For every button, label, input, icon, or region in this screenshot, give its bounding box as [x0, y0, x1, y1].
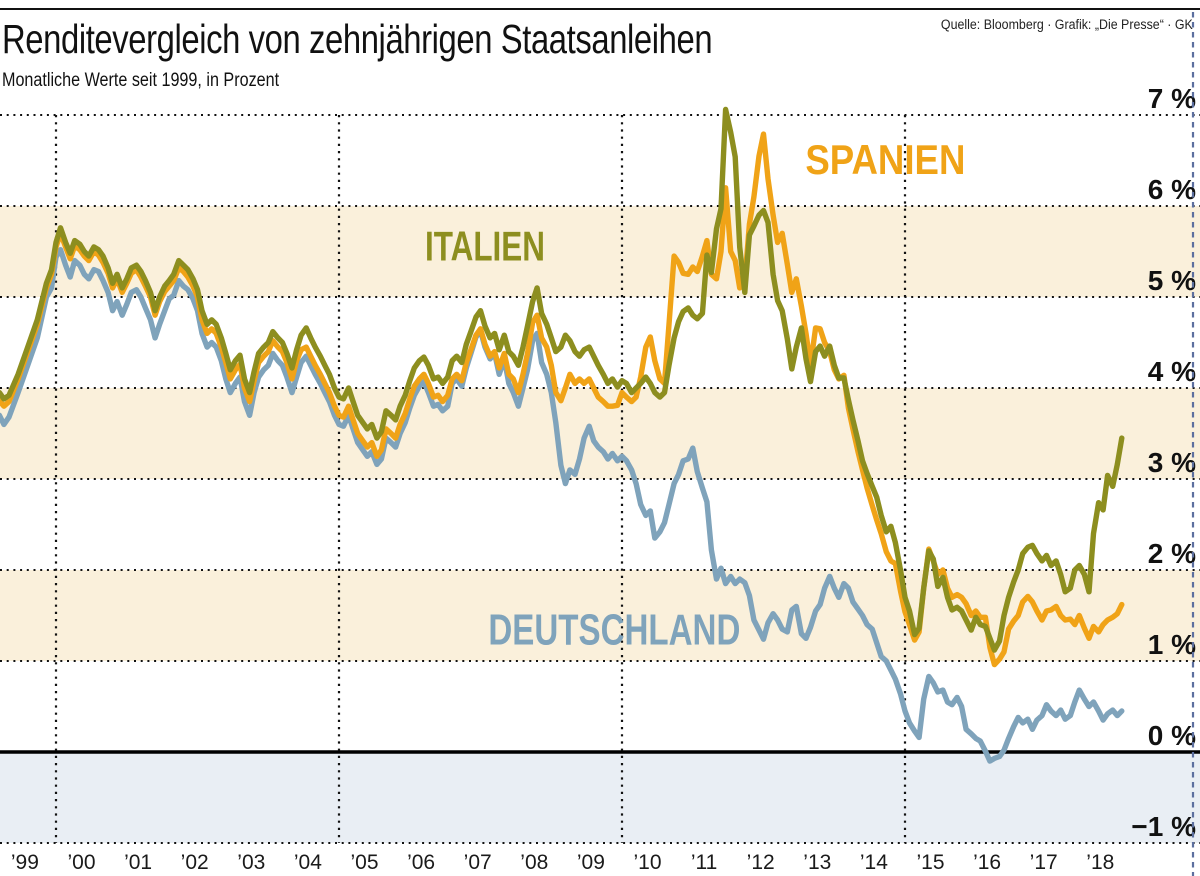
x-tick-label: ’11: [691, 851, 717, 874]
x-tick-label: ’03: [237, 851, 265, 874]
x-tick-label: ’15: [916, 851, 944, 874]
negative-band: [0, 752, 1200, 843]
y-tick-label: 0 %: [1148, 720, 1196, 751]
x-tick-label: ’00: [67, 851, 95, 874]
x-tick-label: ’14: [860, 851, 888, 874]
page-subtitle: Monatliche Werte seit 1999, in Prozent: [2, 70, 280, 91]
series-line-italien: [0, 106, 1125, 653]
x-tick-label: ’02: [181, 851, 209, 874]
x-tick-label: ’13: [803, 851, 831, 874]
x-tick-label: ’99: [11, 851, 39, 874]
x-tick-label: ’01: [124, 851, 152, 874]
y-tick-label: −1 %: [1131, 811, 1196, 842]
x-tick-label: ’04: [294, 851, 322, 874]
x-tick-label: ’18: [1086, 851, 1114, 874]
top-rule: [0, 8, 1200, 10]
y-tick-label: 7 %: [1148, 83, 1196, 114]
page-title: Renditevergleich von zehnjährigen Staats…: [2, 16, 713, 62]
highlight-band: [0, 570, 1200, 661]
x-tick-label: ’12: [747, 851, 775, 874]
highlight-band: [0, 388, 1200, 479]
x-tick-label: ’10: [633, 851, 661, 874]
series-label-italien: ITALIEN: [425, 223, 545, 270]
x-tick-label: ’08: [520, 851, 548, 874]
series-label-deutschland: DEUTSCHLAND: [488, 606, 740, 655]
x-tick-label: ’09: [577, 851, 605, 874]
x-tick-label: ’16: [973, 851, 1001, 874]
y-tick-label: 2 %: [1148, 538, 1196, 569]
highlight-band: [0, 206, 1200, 297]
source-credit: Quelle: Bloomberg · Grafik: „Die Presse“…: [941, 17, 1193, 32]
x-tick-label: ’17: [1030, 851, 1058, 874]
y-tick-label: 5 %: [1148, 265, 1196, 296]
x-tick-label: ’07: [464, 851, 492, 874]
y-tick-label: 4 %: [1148, 356, 1196, 387]
series-line-deutschland: [0, 247, 1125, 764]
y-tick-label: 1 %: [1148, 629, 1196, 660]
y-tick-label: 6 %: [1148, 174, 1196, 205]
x-tick-label: ’05: [350, 851, 378, 874]
series-label-spanien: SPANIEN: [805, 136, 965, 183]
x-tick-label: ’06: [407, 851, 435, 874]
y-tick-label: 3 %: [1148, 447, 1196, 478]
